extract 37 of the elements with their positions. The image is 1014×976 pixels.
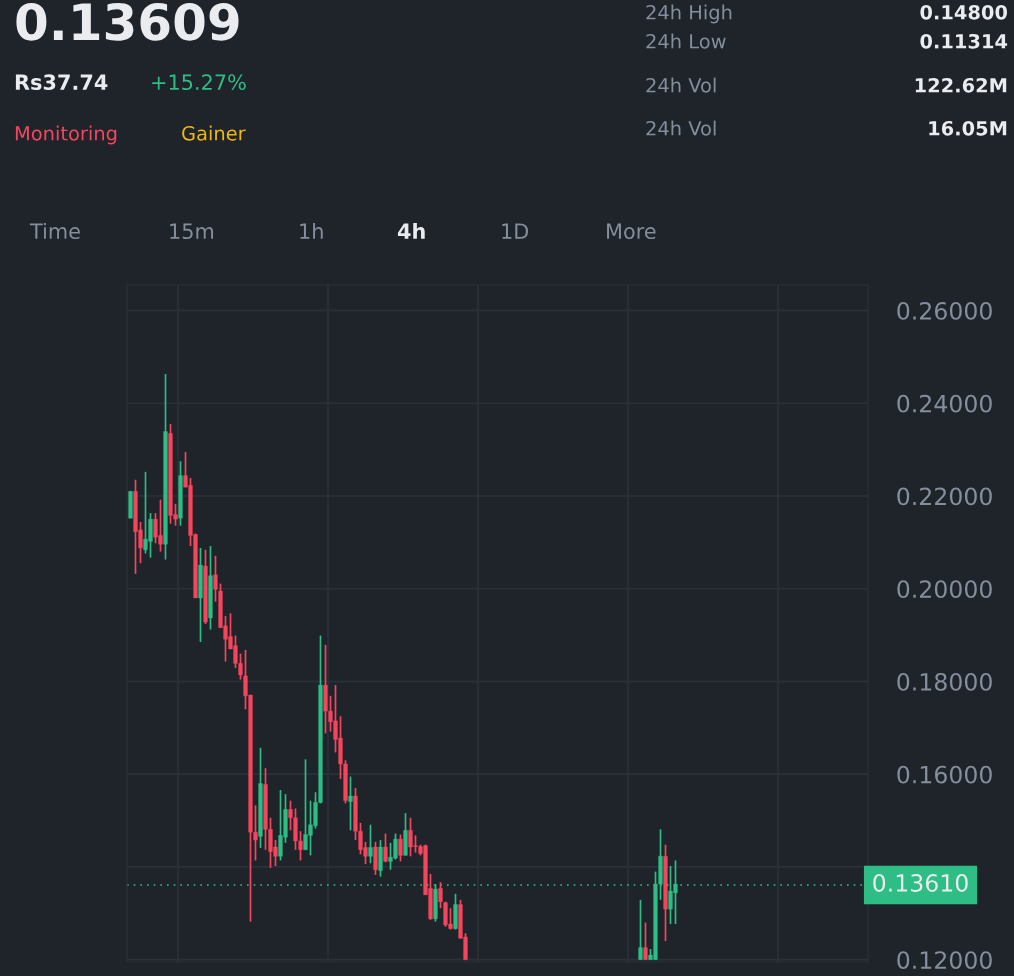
text: 1D xyxy=(502,223,529,239)
text: 24h Vol xyxy=(646,77,716,93)
y-tick-label: 0.18000 xyxy=(897,672,992,691)
text: Monitoring xyxy=(15,125,117,145)
text: 122.62M xyxy=(915,77,1007,93)
candlestick xyxy=(373,841,378,876)
text: +15.27% xyxy=(152,74,246,91)
text: More xyxy=(607,223,656,240)
candlestick xyxy=(378,839,383,878)
text: Gainer xyxy=(182,125,246,141)
text: 24h Low xyxy=(646,33,726,49)
y-tick-label: 0.24000 xyxy=(897,394,992,413)
text: 24h Vol xyxy=(646,120,716,136)
candlestick xyxy=(398,833,403,863)
text: 0.11314 xyxy=(920,33,1008,49)
text: 1h xyxy=(300,222,323,239)
text: 15m xyxy=(170,223,214,240)
y-tick-label: 0.22000 xyxy=(897,487,992,506)
candlestick xyxy=(368,823,373,865)
candlestick xyxy=(383,832,388,864)
y-tick-label: 0.26000 xyxy=(897,301,992,320)
text: 4h xyxy=(397,222,425,239)
candlestick xyxy=(438,881,443,910)
y-tick-label: 0.12000 xyxy=(897,951,992,969)
text: Time xyxy=(29,222,80,240)
candlestick xyxy=(643,921,648,961)
text: 16.05M xyxy=(929,120,1007,136)
chart-title: 0.13609 xyxy=(16,2,239,41)
y-tick-label: 0.20000 xyxy=(897,580,992,599)
candlestick xyxy=(348,775,353,832)
text: Rs37.74 xyxy=(15,74,108,91)
text: 24h High xyxy=(646,4,732,24)
candlestick xyxy=(213,554,218,603)
ref-line-label: 0.13610 xyxy=(873,874,968,892)
y-tick-label: 0.16000 xyxy=(897,765,992,784)
candlestick xyxy=(638,899,643,961)
text: 0.14800 xyxy=(920,4,1008,20)
